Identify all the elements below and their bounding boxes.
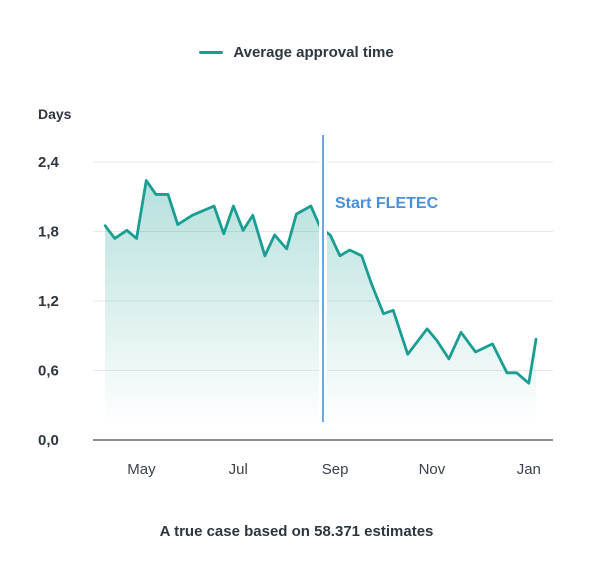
y-axis-label: Days xyxy=(38,106,72,122)
y-tick-label: 1,8 xyxy=(38,224,59,241)
chart-legend: Average approval time xyxy=(0,44,593,61)
x-tick-label: May xyxy=(127,461,156,478)
annotation-label: Start FLETEC xyxy=(335,195,439,212)
legend-label: Average approval time xyxy=(233,44,394,61)
y-tick-label: 0,0 xyxy=(38,432,59,449)
y-tick-label: 1,2 xyxy=(38,293,59,310)
x-tick-label: Sep xyxy=(322,461,349,478)
x-tick-label: Jul xyxy=(229,461,248,478)
x-tick-label: Jan xyxy=(517,461,541,478)
y-tick-label: 2,4 xyxy=(38,154,60,171)
chart-footnote: A true case based on 58.371 estimates xyxy=(159,523,434,540)
y-tick-label: 0,6 xyxy=(38,363,59,380)
series-line xyxy=(103,179,538,385)
x-tick-label: Nov xyxy=(419,461,446,478)
legend-swatch xyxy=(199,51,224,54)
